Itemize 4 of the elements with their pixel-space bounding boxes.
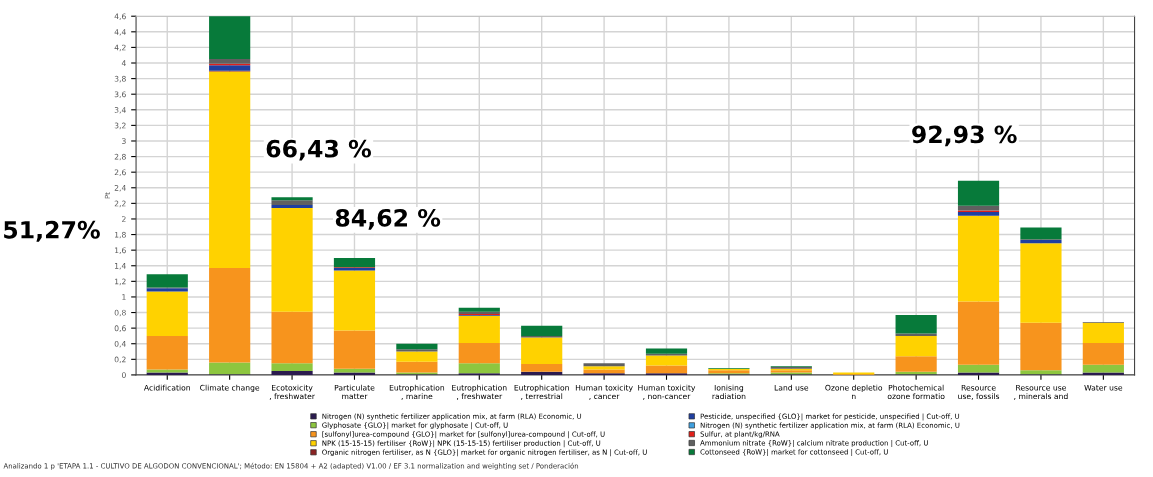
text: 51,27% [4,220,100,242]
annotation: 84,62 % [335,208,441,230]
annotation: 66,43 % [266,139,371,161]
annotation: 92,93 % [912,125,1017,147]
